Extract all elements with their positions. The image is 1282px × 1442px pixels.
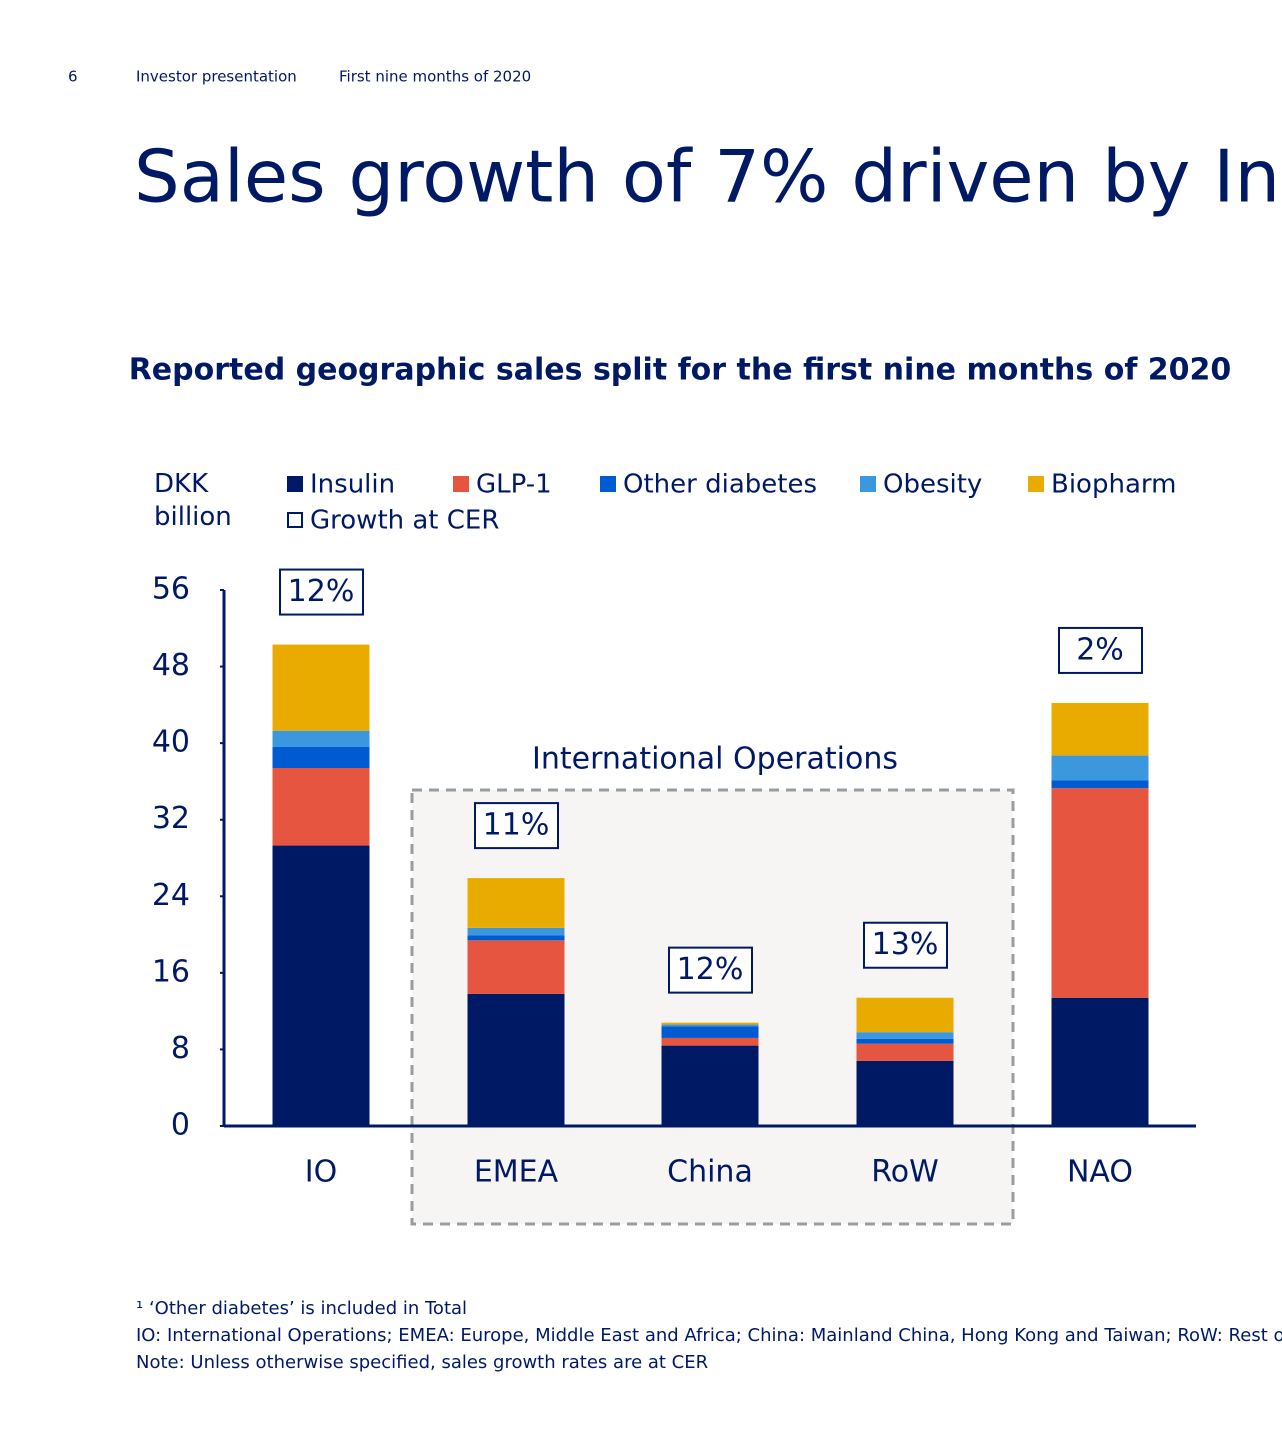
growth-box	[474, 802, 559, 850]
bar-segment	[1051, 702, 1149, 756]
y-tick-label: 16	[152, 954, 190, 989]
footnote: IO: International Operations; EMEA: Euro…	[136, 1325, 1282, 1346]
bar-segment	[467, 935, 565, 941]
bar-segment	[661, 1045, 759, 1126]
growth-label: 12%	[288, 574, 355, 609]
bar-segment	[661, 1022, 759, 1025]
y-tick-label: 24	[152, 878, 190, 913]
growth-box	[1058, 626, 1143, 674]
legend-swatch	[860, 476, 876, 492]
bar-segment	[1051, 780, 1149, 789]
y-tick-label: 8	[171, 1031, 190, 1066]
y-tick-label: 32	[152, 801, 190, 836]
legend-swatch	[1028, 476, 1044, 492]
legend-label: GLP-1	[476, 470, 552, 500]
legend-swatch	[453, 476, 469, 492]
legend-label: Obesity	[883, 470, 982, 500]
legend-label: Other diabetes	[623, 470, 817, 500]
bar-segment	[467, 940, 565, 994]
x-tick-label: China	[667, 1155, 753, 1190]
y-tick-label: 0	[171, 1108, 190, 1143]
page-number: 6	[68, 68, 78, 86]
legend-label: Growth at CER	[310, 506, 499, 536]
growth-box	[863, 921, 948, 969]
bar-segment	[856, 997, 954, 1033]
x-tick-label: RoW	[871, 1155, 939, 1190]
bar-segment	[856, 1032, 954, 1039]
legend-label: Biopharm	[1051, 470, 1176, 500]
bar-segment	[1051, 788, 1149, 998]
y-axis-label: DKK billion	[154, 469, 232, 532]
legend-label: Insulin	[310, 470, 395, 500]
y-tick-label: 56	[152, 572, 190, 607]
x-tick-label: EMEA	[474, 1155, 559, 1190]
growth-label: 12%	[677, 952, 744, 987]
bar-segment	[272, 730, 370, 747]
bar-segment	[856, 1060, 954, 1126]
bar-segment	[661, 1037, 759, 1046]
bar-segment	[856, 1038, 954, 1044]
chart-title: Reported geographic sales split for the …	[129, 353, 1232, 388]
bar-segment	[661, 1026, 759, 1038]
footnote: Note: Unless otherwise specified, sales …	[136, 1352, 708, 1373]
growth-label: 13%	[872, 927, 939, 962]
legend-swatch	[287, 512, 303, 528]
bar-segment	[272, 746, 370, 769]
growth-label: 2%	[1076, 632, 1124, 667]
bar-segment	[272, 845, 370, 1126]
bar-segment	[467, 927, 565, 936]
x-tick-label: NAO	[1067, 1155, 1133, 1190]
growth-box	[668, 946, 753, 994]
slide-title: Sales growth of 7% driven by Inte	[134, 135, 1282, 219]
header-period: First nine months of 2020	[339, 68, 531, 86]
bar-segment	[467, 878, 565, 928]
bar-segment	[272, 768, 370, 846]
growth-box	[279, 568, 364, 616]
footnote: ¹ ‘Other diabetes’ is included in Total	[136, 1298, 467, 1319]
x-tick-label: IO	[305, 1155, 337, 1190]
legend-swatch	[287, 476, 303, 492]
group-label: International Operations	[532, 742, 898, 777]
bar-segment	[856, 1043, 954, 1061]
legend-swatch	[600, 476, 616, 492]
bar-segment	[467, 993, 565, 1126]
bar-segment	[1051, 755, 1149, 781]
header-section: Investor presentation	[136, 68, 297, 86]
growth-label: 11%	[483, 808, 550, 843]
bar-segment	[272, 644, 370, 731]
y-tick-label: 40	[152, 725, 190, 760]
bar-segment	[661, 1024, 759, 1027]
y-tick-label: 48	[152, 648, 190, 683]
bar-segment	[1051, 997, 1149, 1126]
